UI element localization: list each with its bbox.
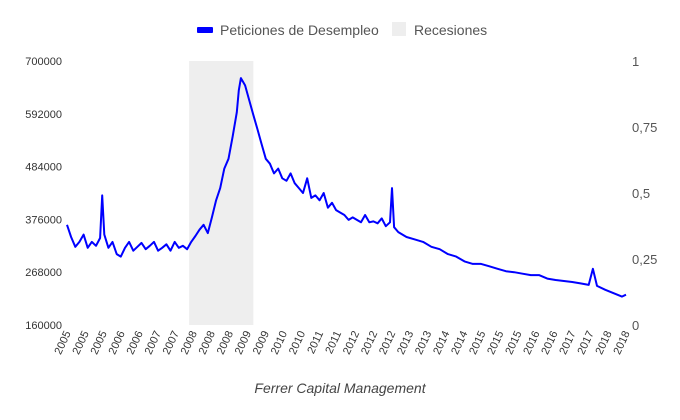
x-tick-label: 2011 [305,329,326,356]
legend: Peticiones de Desempleo Recesiones [197,22,487,38]
legend-swatch-claims [197,27,213,33]
legend-swatch-recessions [392,22,406,36]
x-tick-label: 2018 [611,329,632,356]
x-tick-label: 2010 [287,329,308,356]
recession-band [189,61,254,325]
y-right-tick-label: 0,25 [632,252,657,267]
y-left-tick-label: 484000 [25,162,62,174]
y-axis-right: 0 0,25 0,5 0,75 1 [632,54,657,333]
legend-entry-recessions[interactable]: Recesiones [392,22,487,38]
legend-entry-claims[interactable]: Peticiones de Desempleo [197,22,379,38]
y-left-tick-label: 592000 [25,109,62,121]
y-right-tick-label: 0,75 [632,120,657,135]
x-axis: 2005200520052006200620072007200820082008… [52,329,632,356]
legend-label-recessions: Recesiones [414,22,487,38]
legend-label-claims: Peticiones de Desempleo [220,22,379,38]
y-axis-left: 160000 268000 376000 484000 592000 70000… [25,56,62,332]
y-right-tick-label: 0,5 [632,186,650,201]
chart-caption: Ferrer Capital Management [254,380,426,396]
y-left-tick-label: 160000 [25,320,62,332]
y-right-tick-label: 0 [632,318,639,333]
series-line-claims [66,77,627,298]
y-left-tick-label: 376000 [25,214,62,226]
y-left-tick-label: 700000 [25,56,62,68]
y-left-tick-label: 268000 [25,267,62,279]
y-right-tick-label: 1 [632,54,639,69]
